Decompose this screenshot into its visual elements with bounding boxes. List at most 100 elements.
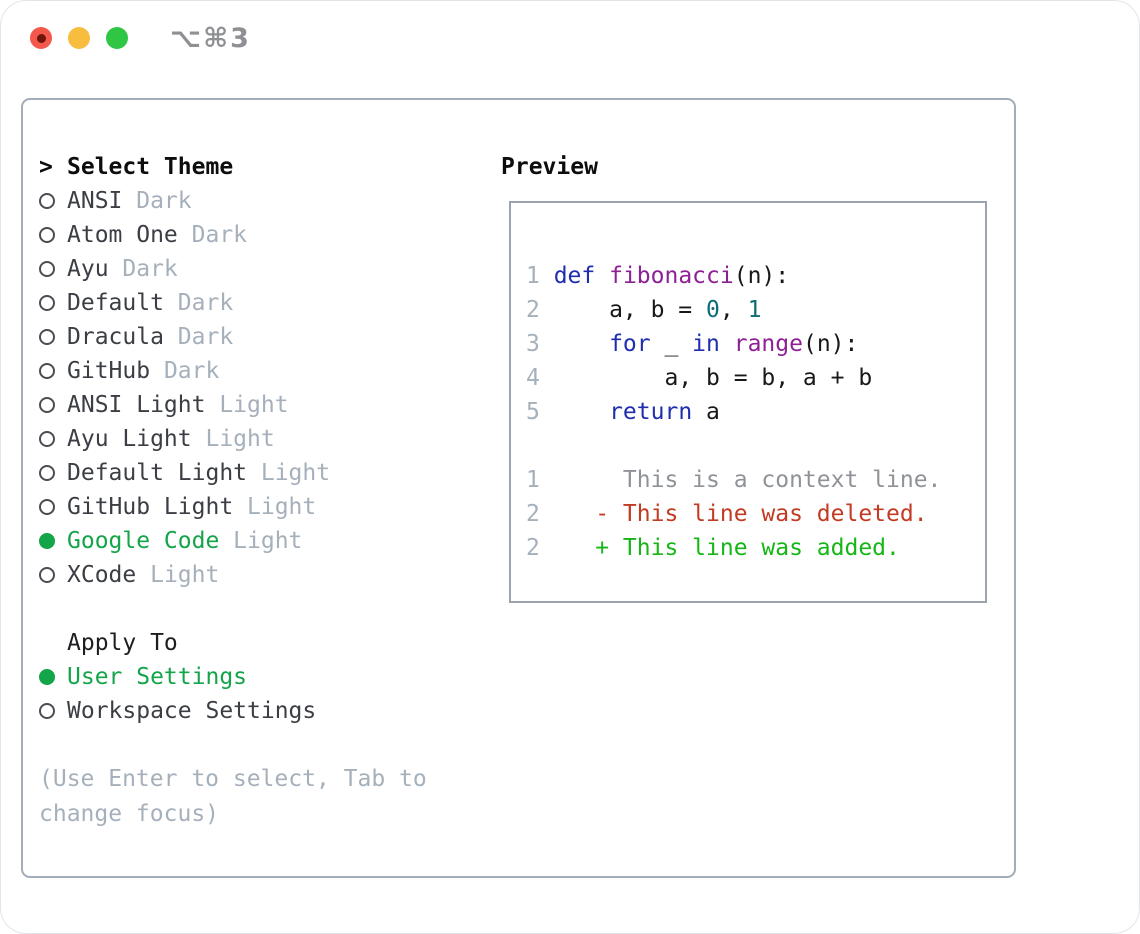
code-segment: , [719, 297, 748, 323]
theme-tag: Dark [177, 290, 234, 316]
theme-option-github-dark[interactable]: GitHub Dark [39, 354, 454, 388]
radio-icon [39, 499, 67, 515]
theme-list: > Select Theme ANSI Dark Atom One Dark Ayu D… [39, 150, 454, 832]
theme-name: GitHub Light [67, 494, 234, 520]
close-button[interactable] [30, 27, 52, 49]
preview-header: Preview [501, 154, 598, 180]
theme-name: Dracula [67, 324, 164, 350]
theme-tag: Light [260, 460, 331, 486]
titlebar: ⌥⌘3 [30, 23, 251, 54]
select-theme-label: Select Theme [67, 154, 234, 180]
code-segment: range [733, 331, 803, 357]
diff-block: 1 This is a context line. 2 - This line … [526, 463, 985, 565]
code-segment: - This line was deleted. [595, 501, 928, 527]
close-dot-icon [36, 33, 46, 43]
theme-name: Ayu Light [67, 426, 192, 452]
line-number: 4 [526, 365, 540, 391]
theme-option-default-light[interactable]: Default Light Light [39, 456, 454, 490]
radio-icon [39, 227, 67, 243]
code-segment: def [553, 263, 596, 289]
theme-option-ayu-light[interactable]: Ayu Light Light [39, 422, 454, 456]
prompt-icon: > [39, 154, 53, 180]
theme-tag: Light [150, 562, 220, 588]
code-segment: _ [650, 331, 693, 357]
code-segment [554, 501, 596, 527]
apply-to-label: User Settings [67, 664, 248, 690]
code-segment: This is a context line. [553, 467, 942, 493]
code-segment [554, 399, 609, 425]
theme-picker-panel: > Select Theme ANSI Dark Atom One Dark Ayu D… [21, 98, 1016, 878]
theme-tag: Light [233, 528, 303, 554]
spacer [39, 592, 454, 626]
radio-icon [39, 261, 67, 277]
line-number: 2 [526, 535, 540, 561]
preview-box: 1 def fibonacci(n): 2 a, b = 0, 1 3 for _… [509, 201, 987, 603]
radio-icon [39, 295, 67, 311]
radio-selected-icon [39, 669, 67, 685]
theme-name: ANSI Light [67, 392, 206, 418]
radio-icon [39, 703, 67, 719]
line-number: 1 [526, 467, 540, 493]
code-line: 3 for _ in range(n): [526, 327, 985, 361]
theme-tag: Light [205, 426, 275, 452]
code-segment: + This line was added. [595, 535, 900, 561]
radio-icon [39, 465, 67, 481]
theme-option-github-light[interactable]: GitHub Light Light [39, 490, 454, 524]
code-segment: return [609, 399, 693, 425]
code-line: 2 a, b = 0, 1 [526, 293, 985, 327]
theme-name: Ayu [67, 256, 109, 282]
code-segment: a, b = [553, 297, 707, 323]
code-segment: (n): [802, 331, 859, 357]
theme-tag: Dark [136, 188, 192, 214]
theme-tag: Dark [163, 358, 220, 384]
theme-option-ayu-dark[interactable]: Ayu Dark [39, 252, 454, 286]
code-segment [554, 331, 609, 357]
theme-option-xcode-light[interactable]: XCode Light [39, 558, 454, 592]
theme-name: ANSI [67, 188, 123, 214]
line-number: 1 [526, 263, 540, 289]
theme-option-ansi-dark[interactable]: ANSI Dark [39, 184, 454, 218]
theme-tag: Dark [191, 222, 248, 248]
code-segment [595, 263, 609, 289]
apply-to-header: Apply To [67, 630, 178, 656]
theme-tag: Dark [177, 324, 234, 350]
code-line: 4 a, b = b, a + b [526, 361, 985, 395]
theme-option-ansi-light[interactable]: ANSI Light Light [39, 388, 454, 422]
diff-deleted-line: 2 - This line was deleted. [526, 497, 985, 531]
line-number: 5 [526, 399, 540, 425]
theme-name: Atom One [67, 222, 178, 248]
select-theme-header: > Select Theme [39, 150, 454, 184]
theme-name: Default [67, 290, 164, 316]
code-segment: 1 [747, 297, 762, 323]
apply-to-option-workspace-settings[interactable]: Workspace Settings [39, 694, 454, 728]
theme-option-atom-one-dark[interactable]: Atom One Dark [39, 218, 454, 252]
code-line: 1 def fibonacci(n): [526, 259, 985, 293]
theme-name: XCode [67, 562, 137, 588]
line-number: 2 [526, 501, 540, 527]
code-segment: (n): [733, 263, 790, 289]
theme-name: Google Code [67, 528, 220, 554]
code-segment: fibonacci [609, 263, 734, 289]
code-segment: in [692, 331, 720, 357]
code-segment: a [692, 399, 720, 425]
minimize-button[interactable] [68, 27, 90, 49]
radio-icon [39, 193, 67, 209]
code-line: 5 return a [526, 395, 985, 429]
line-number: 3 [526, 331, 540, 357]
radio-icon [39, 431, 67, 447]
theme-tag: Dark [122, 256, 178, 282]
code-segment: 0 [706, 297, 720, 323]
theme-option-default-dark[interactable]: Default Dark [39, 286, 454, 320]
theme-name: Default Light [67, 460, 248, 486]
code-block: 1 def fibonacci(n): 2 a, b = 0, 1 3 for _… [526, 259, 985, 429]
radio-icon [39, 363, 67, 379]
diff-added-line: 2 + This line was added. [526, 531, 985, 565]
theme-tag: Light [247, 494, 317, 520]
zoom-button[interactable] [106, 27, 128, 49]
theme-option-google-code-light[interactable]: Google Code Light [39, 524, 454, 558]
radio-selected-icon [39, 533, 67, 549]
keyboard-hint: (Use Enter to select, Tab to change focu… [39, 766, 427, 827]
theme-option-dracula-dark[interactable]: Dracula Dark [39, 320, 454, 354]
apply-to-option-user-settings[interactable]: User Settings [39, 660, 454, 694]
